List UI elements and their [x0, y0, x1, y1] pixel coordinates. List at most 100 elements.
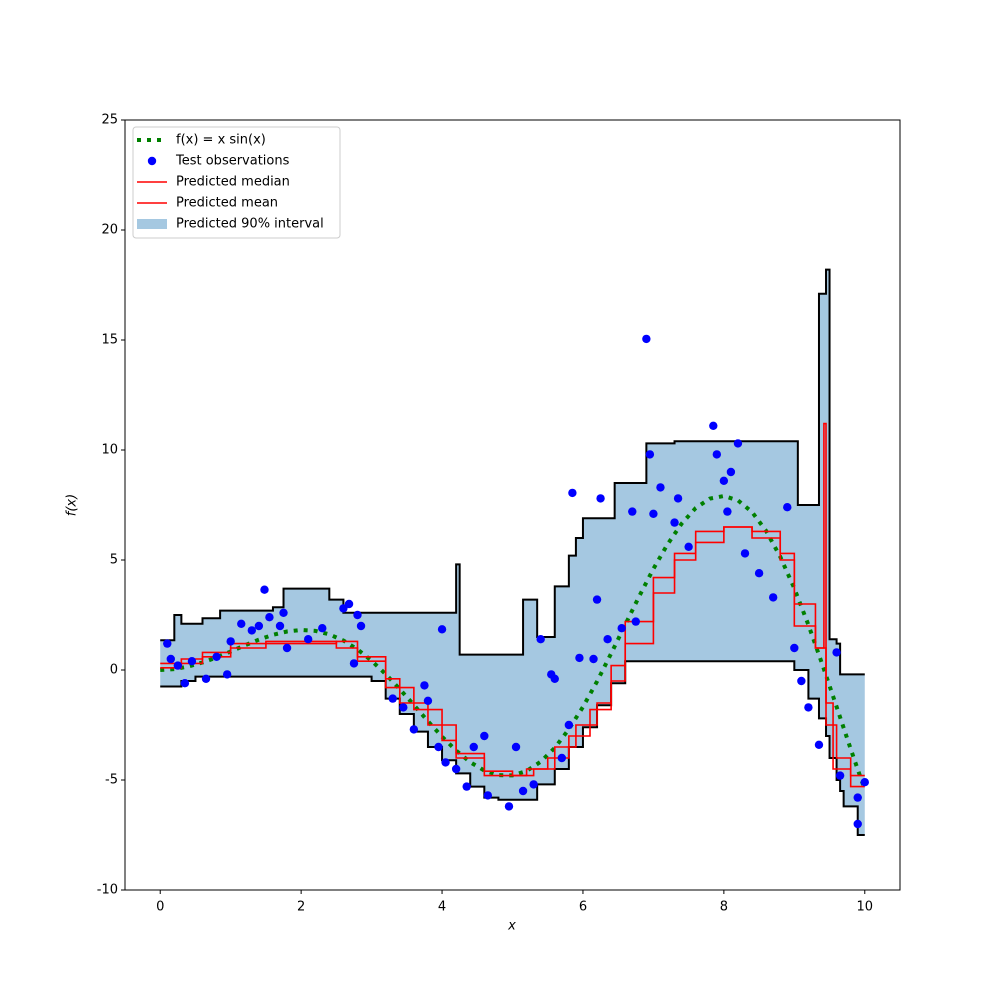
series-line	[160, 526, 865, 777]
y-tick-label: 0	[110, 663, 118, 678]
observation-point	[754, 569, 764, 578]
observation-point	[344, 599, 354, 609]
legend-label: Predicted 90% interval	[176, 217, 324, 232]
observation-point	[564, 720, 574, 730]
observation-point	[797, 676, 806, 686]
x-axis-label: x	[507, 919, 516, 934]
observation-point	[511, 742, 521, 752]
observation-point	[353, 610, 362, 620]
observation-point	[733, 439, 743, 448]
legend-label: Predicted median	[176, 175, 290, 190]
observation-point	[237, 619, 246, 628]
observation-point	[709, 421, 718, 430]
observation-point	[719, 476, 729, 485]
x-tick-label: 0	[156, 900, 164, 915]
observation-point	[835, 771, 845, 780]
x-tick-label: 10	[856, 900, 873, 915]
observation-point	[649, 509, 658, 518]
legend-swatch	[137, 219, 167, 229]
observation-point	[437, 625, 447, 634]
observation-point	[628, 507, 637, 516]
observation-point	[529, 780, 538, 789]
observation-point	[603, 635, 612, 644]
observation-point	[550, 674, 559, 683]
observation-point	[645, 450, 655, 459]
observation-point	[180, 679, 190, 688]
observation-point	[222, 670, 232, 679]
observation-point	[723, 507, 732, 516]
observation-point	[275, 621, 285, 631]
observation-point	[568, 488, 577, 498]
observation-point	[339, 604, 348, 613]
observation-point	[279, 608, 288, 617]
observation-point	[282, 643, 292, 653]
axes-frame	[124, 119, 901, 891]
observation-point	[399, 703, 408, 712]
legend-swatch	[147, 156, 157, 166]
x-tick-label: 4	[438, 900, 446, 915]
plot-area	[160, 268, 869, 836]
observation-point	[712, 450, 722, 459]
observation-point	[592, 595, 602, 604]
y-tick-label: 5	[110, 553, 118, 568]
observation-point	[557, 753, 567, 763]
series-line	[160, 422, 865, 788]
observation-point	[226, 637, 235, 646]
observation-point	[480, 731, 489, 741]
observation-point	[260, 585, 269, 594]
observation-point	[575, 653, 584, 663]
y-axis-label: f(x)	[65, 494, 80, 516]
observation-point	[670, 518, 679, 527]
observation-point	[265, 613, 274, 622]
observation-point	[423, 696, 433, 705]
observation-point	[349, 659, 359, 668]
observation-point	[318, 624, 327, 633]
legend-label: f(x) = x sin(x)	[176, 133, 266, 148]
observation-point	[303, 635, 313, 644]
observation-point	[254, 621, 264, 631]
observation-point	[356, 621, 366, 631]
legend: f(x) = x sin(x) Test observations Predicte…	[132, 126, 341, 239]
observation-point	[860, 778, 869, 787]
observation-point	[832, 648, 841, 657]
y-tick-label: -10	[97, 883, 118, 898]
observation-point	[631, 617, 640, 626]
observation-point	[790, 643, 799, 653]
x-tick-label: 2	[297, 900, 305, 915]
observation-point	[740, 549, 750, 558]
y-tick-label: 10	[101, 443, 118, 458]
legend-label: Test observations	[175, 154, 290, 169]
observation-point	[596, 494, 605, 503]
observation-point	[853, 819, 862, 829]
observation-point	[814, 740, 824, 749]
observation-point	[201, 674, 211, 683]
x-tick-label: 6	[579, 900, 587, 915]
observation-point	[388, 694, 397, 703]
y-tick-label: 15	[101, 333, 118, 348]
y-tick-label: 25	[101, 113, 118, 128]
observation-point	[247, 626, 257, 635]
observation-point	[166, 654, 175, 664]
legend-frame	[132, 126, 341, 239]
observation-point	[504, 802, 514, 811]
y-tick-label: 20	[101, 223, 118, 238]
y-tick-label: -5	[105, 773, 118, 788]
observation-point	[441, 758, 450, 767]
observation-point	[420, 681, 429, 690]
legend-label: Predicted mean	[176, 196, 278, 211]
observation-point	[617, 624, 626, 633]
observation-point	[589, 654, 598, 664]
observation-point	[409, 725, 419, 734]
observation-point	[451, 764, 461, 774]
observation-point	[212, 652, 221, 661]
observation-point	[518, 786, 528, 796]
observation-point	[462, 782, 471, 791]
observation-point	[768, 593, 778, 602]
x-tick-label: 8	[720, 900, 728, 915]
observation-point	[853, 793, 862, 802]
observation-point	[673, 494, 683, 503]
observation-point	[726, 467, 736, 477]
observation-point	[642, 334, 651, 344]
observation-point	[163, 639, 172, 648]
